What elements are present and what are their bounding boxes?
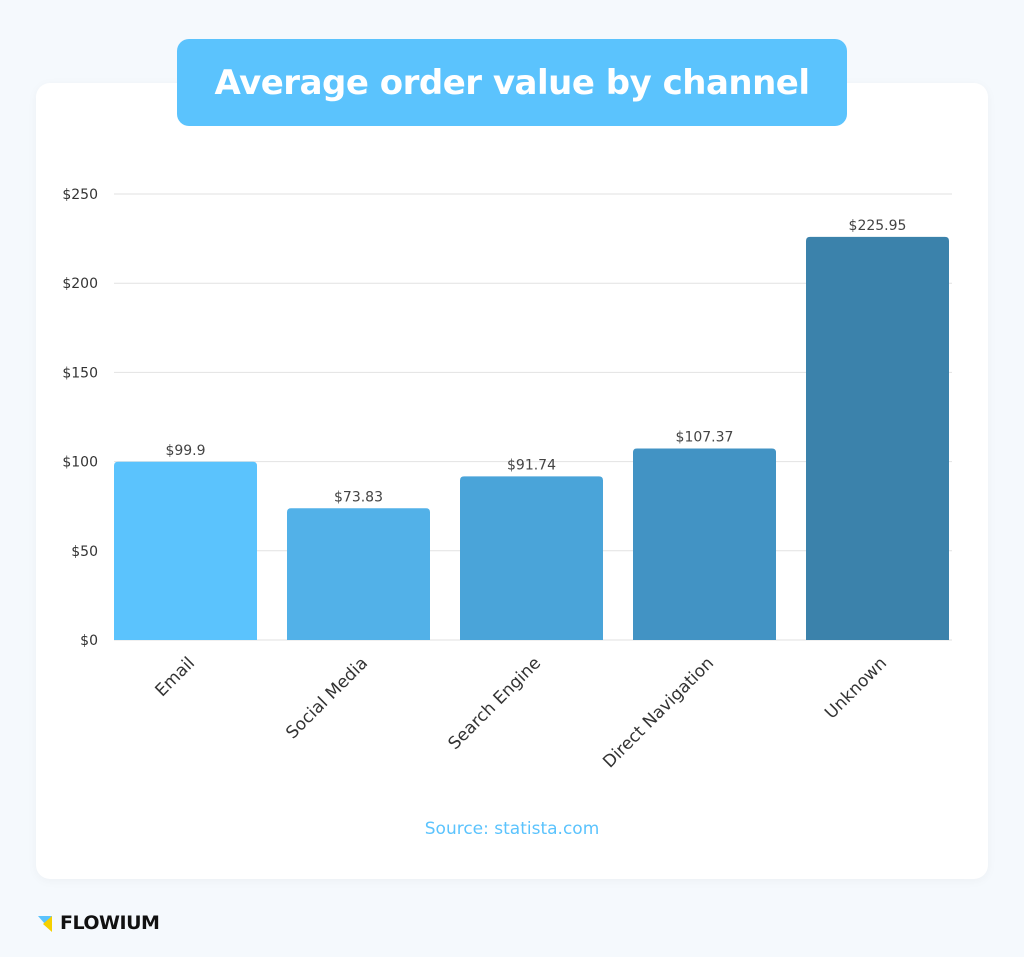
data-label: $107.37 [676,429,734,445]
title-banner: Average order value by channel [177,39,847,126]
brand-name: FLOWIUM [60,912,160,934]
x-tick-label: Email [152,653,199,700]
flowium-logo-icon [38,916,52,932]
x-tick-label: Social Media [282,653,372,743]
bar [287,508,430,640]
data-label: $225.95 [849,218,907,234]
y-tick-label: $150 [62,365,98,381]
x-tick-label: Search Engine [445,653,545,753]
y-tick-label: $50 [71,544,98,560]
y-tick-label: $200 [62,276,98,292]
x-tick-label: Unknown [821,653,891,723]
y-tick-label: $250 [62,187,98,203]
y-tick-label: $0 [80,633,98,649]
source-note: Source: statista.com [424,819,600,839]
data-label: $73.83 [334,489,383,505]
flowium-logo: FLOWIUM [38,912,160,934]
x-tick-label: Direct Navigation [599,653,718,772]
bar [114,461,257,640]
y-tick-label: $100 [62,455,98,471]
bar [806,236,949,640]
bar [633,448,776,640]
bar [460,476,603,640]
data-label: $99.9 [165,443,205,459]
data-label: $91.74 [507,457,556,473]
chart-title: Average order value by channel [214,62,810,103]
